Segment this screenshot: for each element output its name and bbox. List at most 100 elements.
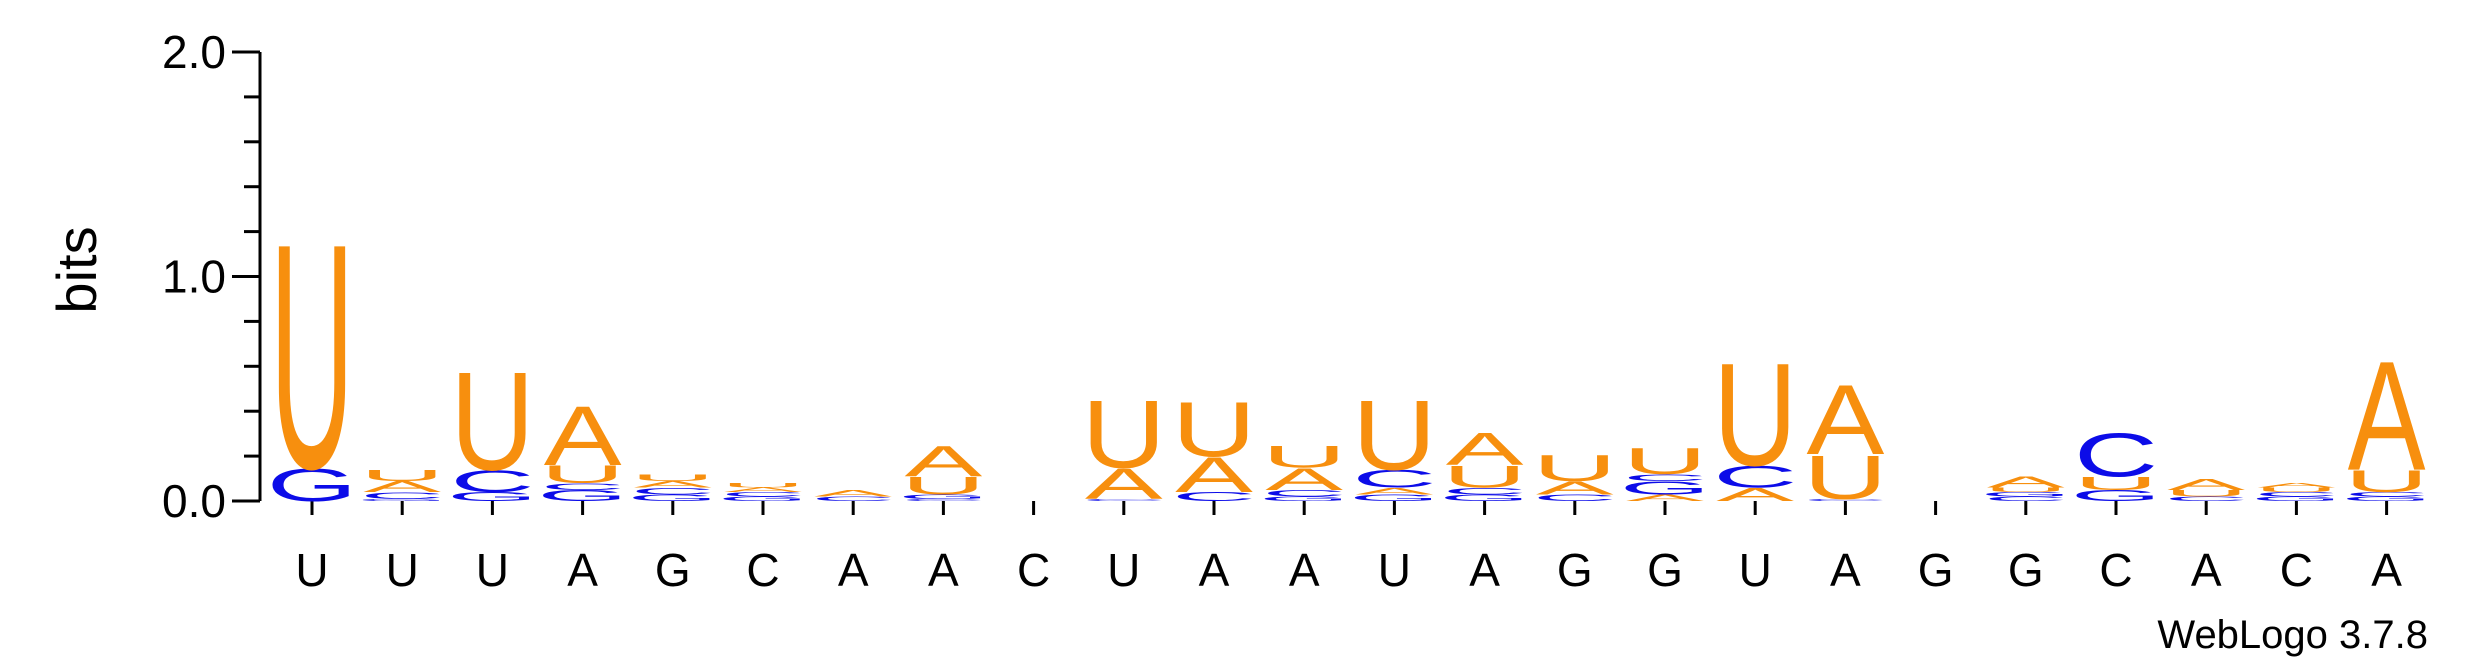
letter-U: U <box>1172 386 1256 473</box>
letter-U: U <box>721 482 805 489</box>
letter-glyph: C <box>1803 498 1887 501</box>
letter-glyph: U <box>1442 460 1526 495</box>
x-tick-label: C <box>746 544 779 596</box>
letter-U: U <box>1442 460 1526 495</box>
letter-glyph: U <box>270 178 354 537</box>
letter-C: C <box>1352 465 1436 493</box>
letter-glyph: G <box>627 493 718 504</box>
letter-stack: CAU <box>1172 386 1256 504</box>
letter-G: G <box>627 493 718 504</box>
letter-stack: CAU <box>1533 448 1617 503</box>
letter-glyph: C <box>450 464 534 499</box>
letter-glyph: C <box>1262 488 1346 499</box>
letter-glyph: C <box>1984 495 2068 502</box>
letter-glyph: U <box>1172 386 1256 473</box>
letter-C: C <box>1984 495 2068 502</box>
letter-C: C <box>1442 486 1526 497</box>
letter-U: U <box>901 472 985 500</box>
letter-glyph: U <box>540 461 624 489</box>
letter-G: G <box>1439 493 1530 504</box>
letter-glyph: C <box>1713 460 1797 495</box>
x-tick-label: C <box>1017 544 1050 596</box>
letter-U: U <box>450 343 534 500</box>
letter-A: A <box>363 478 441 495</box>
letter-stack: GU <box>267 178 358 537</box>
letter-glyph: U <box>1984 486 2068 493</box>
letter-C: C <box>1713 460 1797 495</box>
letter-glyph: A <box>363 478 441 495</box>
letter-glyph: G <box>267 459 358 511</box>
letter-glyph: C <box>1442 486 1526 497</box>
letter-stack: CA <box>811 488 895 502</box>
letter-glyph: C <box>1172 490 1256 504</box>
x-tick-label: A <box>928 544 959 596</box>
letter-glyph: G <box>1980 491 2071 498</box>
letter-glyph: U <box>2254 486 2338 493</box>
letter-G: G <box>898 493 989 500</box>
letter-A: A <box>2348 329 2426 503</box>
y-tick-label: 1.0 <box>162 251 226 303</box>
letter-U: U <box>540 461 624 489</box>
letter-glyph: U <box>901 472 985 500</box>
x-tick-label: U <box>1107 544 1140 596</box>
letter-A: A <box>724 486 802 493</box>
letter-stack: GCU <box>447 343 538 503</box>
letter-glyph: A <box>2167 476 2245 493</box>
letter-glyph: A <box>2348 329 2426 503</box>
letter-glyph: U <box>721 482 805 489</box>
letter-glyph: G <box>1620 477 1711 498</box>
letter-U: U <box>2074 473 2158 494</box>
letter-U: U <box>2254 486 2338 493</box>
letter-C: C <box>1172 490 1256 504</box>
x-tick-label: C <box>2099 544 2132 596</box>
letter-C: C <box>1082 498 1166 501</box>
letter-U: U <box>1262 440 1346 475</box>
letter-glyph: G <box>357 498 448 501</box>
letter-stack: CUA <box>2164 476 2248 503</box>
letter-A: A <box>1265 462 1343 497</box>
letter-glyph: U <box>1533 448 1617 489</box>
letter-glyph: A <box>1716 484 1794 505</box>
x-tick-label: A <box>2191 544 2222 596</box>
letter-C: C <box>2344 491 2428 498</box>
x-tick-label: G <box>655 544 691 596</box>
letter-U: U <box>1984 486 2068 493</box>
letter-A: A <box>634 479 713 490</box>
letter-U: U <box>631 472 715 483</box>
letter-glyph: A <box>1085 459 1163 508</box>
x-tick-label: U <box>295 544 328 596</box>
letter-C: C <box>1262 488 1346 499</box>
letter-G: G <box>267 459 358 511</box>
letter-glyph: G <box>718 495 809 502</box>
letter-glyph: G <box>537 487 628 504</box>
letter-G: G <box>537 487 628 504</box>
letter-glyph: C <box>1533 493 1617 504</box>
letter-C: C <box>2074 420 2158 490</box>
letter-glyph: U <box>1803 442 1887 512</box>
letter-C: C <box>1803 498 1887 501</box>
letter-U: U <box>2164 488 2248 499</box>
letter-G: G <box>718 495 809 502</box>
letter-glyph: G <box>1349 493 1440 504</box>
letter-glyph: C <box>1623 472 1707 483</box>
letter-glyph: U <box>1082 380 1166 488</box>
letter-glyph: U <box>1623 441 1707 482</box>
x-tick-label: U <box>476 544 509 596</box>
x-tick-label: A <box>1469 544 1500 596</box>
letter-glyph: G <box>2251 495 2342 502</box>
letter-U: U <box>360 467 444 484</box>
letter-glyph: G <box>898 493 989 500</box>
letter-glyph: U <box>1262 440 1346 475</box>
letter-glyph: C <box>360 490 444 501</box>
letter-C: C <box>631 486 715 497</box>
letter-glyph: A <box>1265 462 1343 497</box>
letter-U: U <box>1803 442 1887 512</box>
letter-glyph: U <box>1352 380 1436 491</box>
y-axis-label: bits <box>45 226 108 313</box>
